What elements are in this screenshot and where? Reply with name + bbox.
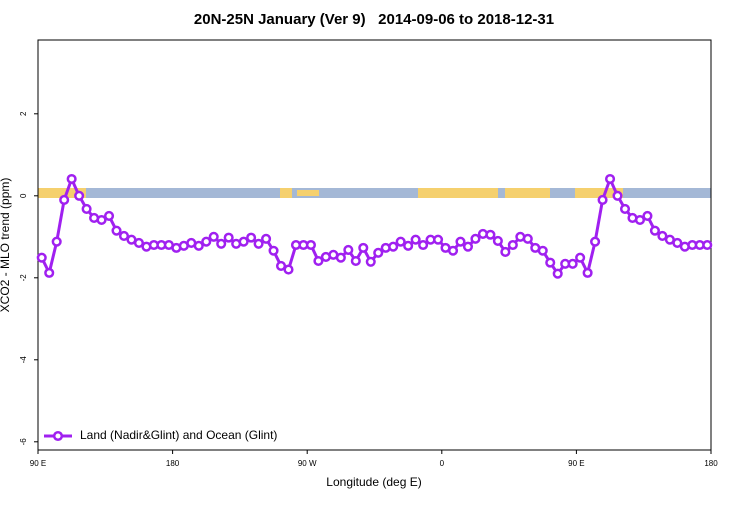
data-point <box>111 225 122 236</box>
data-point <box>193 240 204 251</box>
data-point <box>261 233 272 244</box>
data-point <box>410 234 421 245</box>
data-point <box>343 244 354 255</box>
data-point <box>492 235 503 246</box>
data-point <box>597 194 608 205</box>
data-point <box>672 237 683 248</box>
data-point <box>216 238 227 249</box>
data-point <box>403 240 414 251</box>
x-axis-label: Longitude (deg E) <box>326 475 421 489</box>
data-point <box>649 225 660 236</box>
data-point <box>612 190 623 201</box>
data-point <box>605 173 616 185</box>
land-patch <box>38 188 86 198</box>
data-point <box>350 255 361 267</box>
x-tick-label: 90 E <box>568 459 584 468</box>
data-point <box>582 267 593 278</box>
ocean-band <box>38 188 711 198</box>
data-point <box>567 258 578 269</box>
y-tick-label: -2 <box>19 274 28 282</box>
data-point <box>118 230 130 242</box>
data-point <box>395 236 406 247</box>
data-point <box>305 239 316 251</box>
y-tick-label: 0 <box>19 193 28 198</box>
data-point <box>373 247 384 258</box>
x-tick-label: 180 <box>166 459 180 468</box>
data-point <box>103 210 115 221</box>
data-point <box>51 236 62 247</box>
data-point <box>253 238 264 249</box>
data-point <box>522 233 533 244</box>
data-point <box>537 245 548 256</box>
data-point <box>447 245 459 256</box>
data-point <box>96 214 107 226</box>
data-point <box>335 252 346 263</box>
data-point <box>313 255 324 267</box>
data-point <box>283 264 294 275</box>
data-point <box>619 203 631 214</box>
data-point <box>133 237 144 248</box>
data-point <box>507 239 518 251</box>
data-point <box>702 239 713 251</box>
y-tick-label: 2 <box>19 111 28 116</box>
legend-anchor <box>40 425 50 426</box>
data-point <box>365 256 376 267</box>
data-point <box>208 231 219 242</box>
legend-marker <box>52 430 64 442</box>
data-point <box>246 232 257 243</box>
data-point <box>545 257 556 268</box>
data-point <box>238 236 249 247</box>
y-tick-label: -6 <box>19 438 28 446</box>
data-point <box>500 246 511 258</box>
x-tick-label: 90 E <box>30 459 46 468</box>
data-point <box>358 242 369 253</box>
data-point <box>388 241 399 252</box>
data-point <box>657 230 668 242</box>
data-point <box>268 245 279 256</box>
land-patch <box>505 188 550 198</box>
data-point <box>81 203 92 214</box>
data-point <box>590 236 601 247</box>
data-point <box>66 173 77 185</box>
data-point <box>642 210 653 221</box>
chart-title: 20N-25N January (Ver 9) 2014-09-06 to 20… <box>194 11 554 28</box>
data-point <box>485 229 496 240</box>
y-tick-label: -4 <box>19 356 28 364</box>
land-patch <box>280 188 292 198</box>
data-point <box>275 260 287 271</box>
data-point <box>462 241 474 252</box>
data-point <box>470 233 481 244</box>
x-tick-label: 0 <box>440 459 445 468</box>
data-point <box>201 236 212 247</box>
data-point <box>552 268 563 279</box>
legend-label: Land (Nadir&Glint) and Ocean (Glint) <box>80 428 277 442</box>
data-point <box>44 267 55 278</box>
x-tick-label: 180 <box>704 459 718 468</box>
data-point <box>455 236 466 247</box>
data-point <box>223 232 234 243</box>
data-point <box>575 252 586 263</box>
land-patch <box>575 188 623 198</box>
y-axis-label: XCO2 - MLO trend (ppm) <box>0 178 12 313</box>
data-point <box>36 252 47 263</box>
land-patch <box>418 188 498 198</box>
land-ocean-band <box>38 188 711 198</box>
data-point <box>74 190 85 201</box>
data-point <box>59 194 70 205</box>
x-tick-label: 90 W <box>298 459 317 468</box>
land-patch <box>297 190 319 196</box>
data-point <box>634 214 646 226</box>
data-point <box>418 239 429 251</box>
data-point <box>433 234 444 245</box>
